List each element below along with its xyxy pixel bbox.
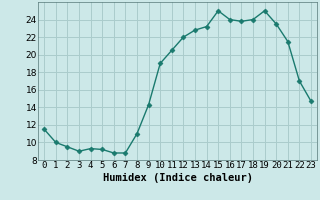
X-axis label: Humidex (Indice chaleur): Humidex (Indice chaleur) (103, 173, 252, 183)
